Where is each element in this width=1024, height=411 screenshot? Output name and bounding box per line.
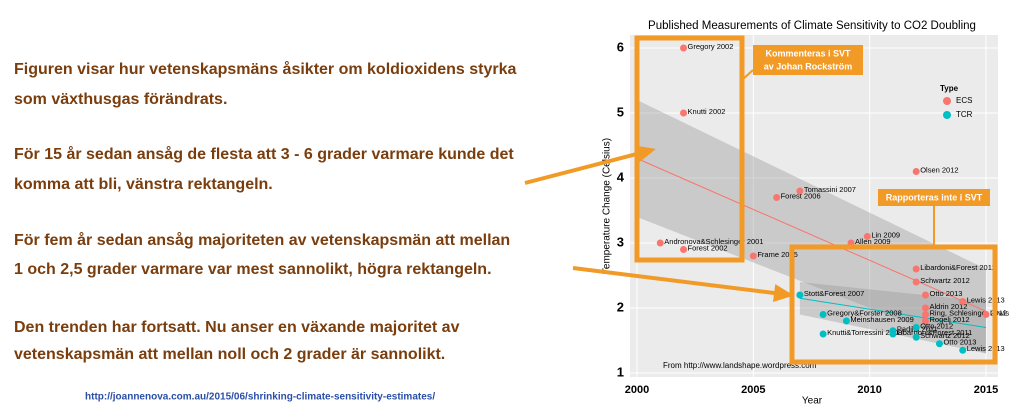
point-label: Aldrin 2012: [930, 302, 968, 311]
data-point: [922, 311, 930, 318]
callout-text: av Johan Rockström: [764, 61, 853, 71]
point-label: Rogelj 2012: [930, 315, 970, 324]
data-point: [680, 109, 688, 117]
data-point: [922, 317, 930, 325]
point-label: Gregory 2002: [688, 42, 734, 51]
y-axis-label: Temperature Change (Celsius): [602, 138, 613, 274]
confidence-band: [637, 100, 986, 354]
paragraph-line: För fem år sedan ansåg majoriteten av ve…: [14, 231, 510, 249]
paragraph-line: som växthusgas förändrats.: [14, 91, 227, 108]
point-label: Schwartz 2012: [920, 331, 970, 340]
y-tick-label: 6: [617, 39, 624, 54]
data-point: [863, 233, 871, 240]
point-label: Otto 2013: [943, 338, 976, 347]
point-label: Tomassini 2007: [804, 185, 856, 194]
point-label: Knutti&Torressini 2008: [827, 328, 902, 337]
data-point: [796, 291, 804, 299]
text-panel: Figuren visar hur vetenskapsmäns åsikter…: [14, 60, 517, 363]
callout: [753, 45, 863, 75]
y-tick-label: 5: [617, 104, 624, 119]
callout: [878, 189, 990, 206]
point-label: Schwartz 2012: [920, 276, 970, 285]
legend-marker: [943, 111, 951, 119]
data-point: [842, 317, 850, 325]
y-tick-label: 1: [617, 364, 624, 379]
trend-line: [799, 297, 987, 328]
data-point: [819, 311, 827, 318]
legend-label: TCR: [956, 110, 973, 119]
data-point: [912, 324, 920, 331]
data-point: [912, 278, 920, 286]
data-point: [912, 168, 920, 175]
data-point: [680, 246, 688, 253]
data-point: [912, 333, 920, 341]
legend-title: Type: [940, 84, 959, 93]
legend-marker: [943, 97, 951, 105]
arrow: [572, 266, 791, 297]
point-label: Lin 2009: [871, 230, 900, 239]
point-label: Allen 2009: [855, 237, 890, 246]
arrow: [524, 148, 653, 185]
arrow-head: [773, 284, 794, 302]
paragraph-line: komma att bli, vänstra rektangeln.: [14, 176, 273, 193]
legend-label: ECS: [956, 96, 972, 105]
highlight-box: [789, 244, 998, 365]
data-point: [889, 330, 897, 338]
data-point: [922, 291, 930, 299]
point-label: Lewis 2013: [967, 295, 1005, 304]
point-label: Libardoni&Forest 2011: [920, 263, 995, 272]
point-label: Knutti 2002: [688, 107, 726, 116]
point-label: Stott&Forest 2007: [804, 289, 864, 298]
point-label: Frame 2005: [757, 250, 797, 259]
y-tick-label: 2: [617, 299, 624, 314]
trend-line: [636, 158, 987, 312]
point-label: Meinshausen 2009: [850, 315, 913, 324]
paragraph-line: För 15 år sedan ansåg de flesta att 3 - …: [14, 145, 514, 163]
callout-pointer: [741, 69, 754, 81]
point-label: Andronova&Schlesinger 2001: [664, 237, 763, 246]
point-label: Forest 2006: [781, 191, 821, 200]
confidence-band: [799, 282, 986, 354]
data-point: [912, 265, 920, 273]
x-tick-label: 2000: [625, 384, 649, 396]
x-axis-label: Year: [802, 396, 823, 407]
paragraph-line: Figuren visar hur vetenskapsmäns åsikter…: [14, 60, 517, 78]
y-tick-label: 3: [617, 234, 624, 249]
point-label: Otto 2012: [920, 321, 953, 330]
callout-text: Kommenteras i SVT: [765, 48, 851, 58]
data-point: [680, 44, 688, 52]
point-label: Libardoni&Forest 2011: [897, 328, 972, 337]
point-label: Otto 2013: [930, 289, 963, 298]
data-point: [959, 346, 967, 354]
point-label: Lewis 2013: [967, 344, 1005, 353]
arrow-head: [634, 145, 656, 163]
data-point: [819, 330, 827, 338]
data-point: [773, 194, 781, 201]
point-label: Gregory&Forster 2008: [827, 308, 902, 317]
data-point: [749, 252, 757, 260]
data-point: [796, 187, 804, 195]
data-point: [922, 304, 930, 312]
point-label: Ring, Schlesinger 2012: [930, 308, 1008, 317]
y-tick-label: 4: [617, 169, 625, 184]
paragraph-line: 1 och 2,5 grader varmare var mest sannol…: [14, 261, 492, 278]
data-point: [656, 239, 664, 247]
x-tick-label: 2010: [857, 384, 881, 396]
chart-title: Published Measurements of Climate Sensit…: [648, 20, 976, 32]
x-tick-label: 2005: [741, 384, 765, 396]
data-point: [935, 340, 943, 348]
paragraph-line: Den trenden har fortsatt. Nu anser en vä…: [14, 319, 460, 336]
data-point: [982, 311, 990, 318]
point-label: Lewis: [990, 308, 1009, 317]
source-url: http://joannenova.com.au/2015/06/shrinki…: [85, 392, 435, 403]
point-label: Forest 2002: [688, 243, 728, 252]
paragraph-line: vetenskapsmän att mellan noll och 2 grad…: [14, 346, 445, 363]
point-label: Olsen 2012: [920, 165, 958, 174]
annotation: From http://www.landshape.wordpress.com: [663, 361, 817, 370]
callout-text: Rapporteras inte i SVT: [886, 192, 983, 202]
data-point: [959, 298, 967, 305]
x-tick-label: 2015: [974, 384, 998, 396]
